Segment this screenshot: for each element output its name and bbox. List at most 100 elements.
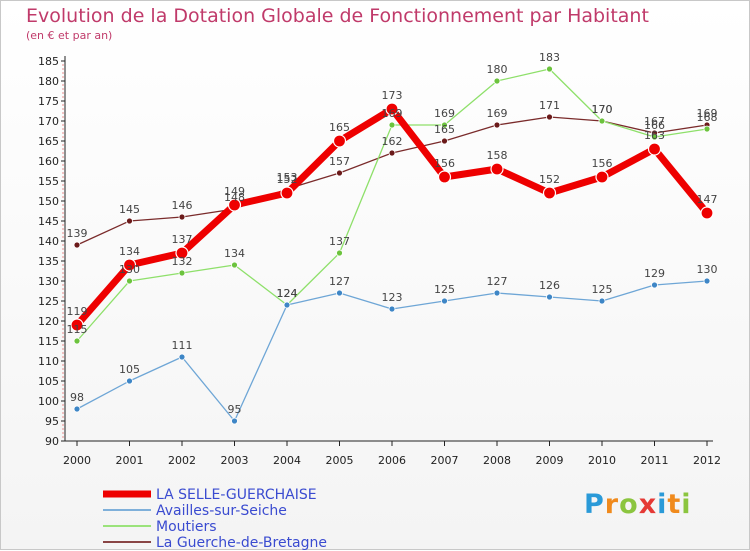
data-point	[441, 297, 448, 305]
y-tick-label: 110	[38, 355, 59, 368]
x-tick-label: 2009	[536, 454, 564, 467]
data-label: 105	[119, 363, 140, 376]
data-label: 137	[329, 235, 350, 248]
data-label: 180	[487, 63, 508, 76]
logo-letter: o	[619, 489, 639, 520]
data-point	[651, 133, 658, 141]
x-tick-label: 2004	[273, 454, 301, 467]
y-tick-label: 185	[38, 55, 59, 68]
legend-entry: Availles-sur-Seiche	[156, 503, 287, 519]
data-point	[441, 121, 448, 129]
data-point	[546, 113, 553, 121]
data-point	[126, 217, 133, 225]
y-tick-label: 170	[38, 115, 59, 128]
data-point	[332, 134, 347, 148]
data-label: 171	[539, 99, 560, 112]
y-tick-label: 145	[38, 215, 59, 228]
proxiti-logo: Proxiti	[584, 489, 692, 520]
data-label: 183	[539, 51, 560, 64]
data-point	[73, 337, 81, 345]
chart-title: Evolution de la Dotation Globale de Fonc…	[26, 5, 649, 27]
y-tick-label: 100	[38, 395, 59, 408]
data-point	[546, 293, 553, 301]
y-tick-label: 150	[38, 195, 59, 208]
data-label: 170	[592, 103, 613, 116]
legend-entry: LA SELLE-GUERCHAISE	[156, 487, 317, 503]
data-label: 119	[67, 305, 88, 318]
logo-letter: x	[638, 489, 658, 520]
data-point	[73, 405, 81, 413]
data-point	[542, 186, 557, 200]
data-point	[388, 149, 396, 157]
data-label: 163	[644, 129, 665, 142]
data-point	[490, 162, 504, 176]
logo-letter: i	[681, 489, 692, 520]
data-point	[336, 289, 343, 297]
logo-letter: P	[584, 489, 605, 520]
data-label: 124	[277, 287, 298, 300]
x-tick-label: 2007	[431, 454, 459, 467]
data-point	[122, 258, 137, 272]
data-label: 145	[119, 203, 140, 216]
data-point	[231, 261, 238, 269]
chart-axes: 90 95 100 105 110 115 120 125 130 135 140 145 150 155…	[38, 55, 721, 467]
data-label: 123	[382, 291, 403, 304]
logo-letter: t	[667, 489, 682, 520]
data-label: 124	[277, 287, 298, 300]
data-label: 146	[172, 199, 193, 212]
data-label: 153	[277, 171, 298, 184]
data-point	[336, 249, 343, 257]
y-tick-label: 165	[38, 135, 59, 148]
data-label: 115	[67, 323, 88, 336]
data-point	[647, 142, 662, 156]
x-tick-label: 2008	[483, 454, 511, 467]
data-point	[280, 186, 294, 200]
x-tick-label: 2001	[116, 454, 144, 467]
y-tick-label: 120	[38, 315, 59, 328]
y-tick-label: 160	[38, 155, 59, 168]
data-point	[178, 269, 186, 277]
chart-series	[70, 65, 714, 425]
x-tick-label: 2000	[63, 454, 91, 467]
data-label: 168	[697, 111, 718, 124]
data-label: 169	[434, 107, 455, 120]
logo-letter: i	[657, 489, 668, 520]
y-tick-label: 130	[38, 275, 59, 288]
x-tick-label: 2003	[221, 454, 249, 467]
data-point	[546, 65, 553, 73]
x-tick-label: 2012	[693, 454, 721, 467]
data-label: 165	[329, 121, 350, 134]
data-point	[703, 277, 711, 285]
data-point	[385, 102, 399, 116]
data-label: 111	[172, 339, 193, 352]
data-point	[227, 198, 242, 212]
data-label: 170	[592, 103, 613, 116]
x-tick-label: 2005	[326, 454, 354, 467]
data-point	[175, 246, 189, 260]
data-point	[598, 117, 606, 125]
data-point	[178, 213, 186, 221]
data-point	[493, 77, 501, 85]
data-label: 173	[382, 89, 403, 102]
data-label: 125	[592, 283, 613, 296]
data-label: 125	[434, 283, 455, 296]
data-point	[388, 305, 396, 313]
data-point	[178, 353, 186, 361]
logo-letter: r	[604, 489, 620, 520]
data-point	[703, 125, 711, 133]
data-point	[700, 206, 714, 220]
chart-subtitle: (en € et par an)	[26, 29, 113, 42]
data-label: 130	[119, 263, 140, 276]
data-point	[437, 170, 452, 184]
data-label: 169	[487, 107, 508, 120]
data-label: 139	[67, 227, 88, 240]
data-point	[441, 137, 448, 145]
data-label: 127	[329, 275, 350, 288]
data-label: 166	[644, 119, 665, 132]
data-label: 126	[539, 279, 560, 292]
data-label: 167	[644, 115, 665, 128]
data-point	[283, 301, 291, 309]
y-tick-label: 135	[38, 255, 59, 268]
